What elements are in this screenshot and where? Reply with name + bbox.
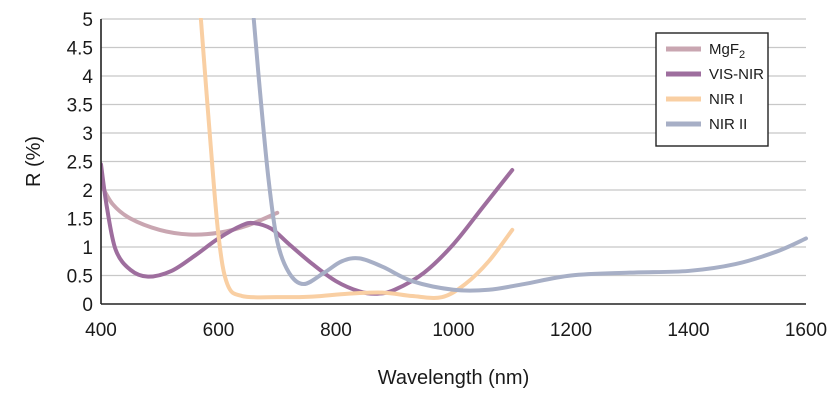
y-tick-label: 4	[82, 67, 93, 88]
y-tick-label: 2.5	[67, 153, 93, 174]
x-tick-label: 1200	[550, 320, 592, 341]
legend-label: NIR II	[709, 116, 747, 133]
legend-entry: NIR I	[666, 91, 743, 108]
y-tick-label: 5	[82, 10, 93, 31]
legend-label: VIS-NIR	[709, 66, 764, 83]
y-tick-label: 1.5	[67, 210, 93, 231]
legend-label: NIR I	[709, 91, 743, 108]
x-tick-label: 800	[320, 320, 352, 341]
y-axis-title: R (%)	[23, 136, 45, 187]
legend-entry: VIS-NIR	[666, 66, 764, 83]
legend-label-subscript: 2	[739, 49, 745, 61]
y-tick-label: 2	[82, 181, 93, 202]
axes: 0 0.5 1 1.5 2 2.5 3 3.5 4 4.5 5 400 600 800 1000 1200 14…	[67, 10, 828, 341]
legend: MgF2 VIS-NIR NIR I NIR II	[655, 32, 769, 147]
legend-entry: NIR II	[666, 116, 747, 133]
y-tick-label: 3.5	[67, 96, 93, 117]
series-line-mgf	[101, 182, 280, 237]
y-tick-label: 3	[82, 124, 93, 145]
x-tick-label: 1600	[785, 320, 827, 341]
legend-label: MgF2	[709, 41, 745, 61]
x-tick-label: 600	[203, 320, 235, 341]
series-line-nir-ii	[251, 18, 808, 293]
x-tick-label: 1000	[432, 320, 474, 341]
x-tick-label: 400	[85, 320, 117, 341]
y-tick-label: 0	[82, 295, 93, 316]
x-axis-title: Wavelength (nm)	[378, 367, 530, 389]
legend-entry: MgF2	[666, 41, 745, 61]
series-group	[101, 18, 808, 300]
y-tick-label: 0.5	[67, 267, 93, 288]
series-line-nir-i	[198, 18, 515, 300]
series-line-vis-nir	[101, 162, 515, 296]
x-tick-label: 1400	[667, 320, 709, 341]
y-tick-label: 4.5	[67, 39, 93, 60]
legend-box	[655, 32, 769, 147]
y-tick-label: 1	[82, 238, 93, 259]
